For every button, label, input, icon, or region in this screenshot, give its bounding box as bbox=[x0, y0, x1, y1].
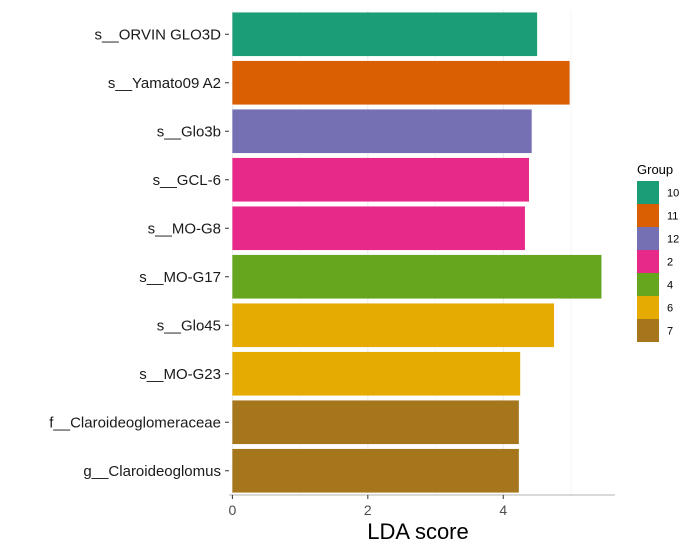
category-label: s__ORVIN GLO3D bbox=[95, 26, 222, 43]
bar bbox=[232, 157, 529, 202]
x-tick-labels: 0 2 4 bbox=[228, 495, 507, 518]
legend-label: 12 bbox=[667, 234, 679, 246]
category-labels: s__ORVIN GLO3D s__Yamato09 A2 s__Glo3b s__G… bbox=[49, 26, 229, 480]
legend-title: Group bbox=[637, 162, 673, 177]
category-label: g__Claroideoglomus bbox=[83, 463, 221, 480]
legend-label: 6 bbox=[667, 303, 673, 315]
category-label: s__MO-G17 bbox=[139, 269, 221, 286]
category-label: f__Claroideoglomeraceae bbox=[49, 414, 221, 431]
bar bbox=[232, 400, 519, 445]
category-label: s__Glo3b bbox=[157, 123, 221, 140]
category-label: s__MO-G8 bbox=[148, 220, 221, 237]
bar bbox=[232, 206, 525, 251]
legend-swatch bbox=[637, 273, 659, 296]
legend-label: 4 bbox=[667, 280, 673, 292]
legend-swatch bbox=[637, 227, 659, 250]
bar bbox=[232, 12, 538, 57]
bar bbox=[232, 254, 602, 299]
x-tick-label: 2 bbox=[364, 502, 372, 518]
legend-swatch bbox=[637, 250, 659, 273]
bar bbox=[232, 303, 555, 348]
legend: Group 10 11 12 2 4 6 7 bbox=[637, 162, 679, 342]
x-tick-label: 0 bbox=[228, 502, 236, 518]
legend-swatch bbox=[637, 204, 659, 227]
bar bbox=[232, 448, 519, 493]
x-axis-title: LDA score bbox=[367, 519, 469, 544]
legend-swatch bbox=[637, 296, 659, 319]
legend-label: 11 bbox=[667, 211, 678, 223]
category-label: s__Glo45 bbox=[157, 317, 221, 334]
legend-swatch bbox=[637, 181, 659, 204]
bars bbox=[232, 12, 602, 493]
legend-label: 2 bbox=[667, 257, 673, 269]
bar bbox=[232, 351, 521, 396]
x-tick-label: 4 bbox=[499, 502, 507, 518]
category-label: s__GCL-6 bbox=[153, 172, 221, 189]
bar bbox=[232, 60, 570, 105]
legend-label: 7 bbox=[667, 326, 673, 338]
category-label: s__MO-G23 bbox=[139, 366, 221, 383]
bar bbox=[232, 109, 532, 154]
category-label: s__Yamato09 A2 bbox=[108, 75, 221, 92]
legend-label: 10 bbox=[667, 188, 679, 200]
legend-swatch bbox=[637, 319, 659, 342]
